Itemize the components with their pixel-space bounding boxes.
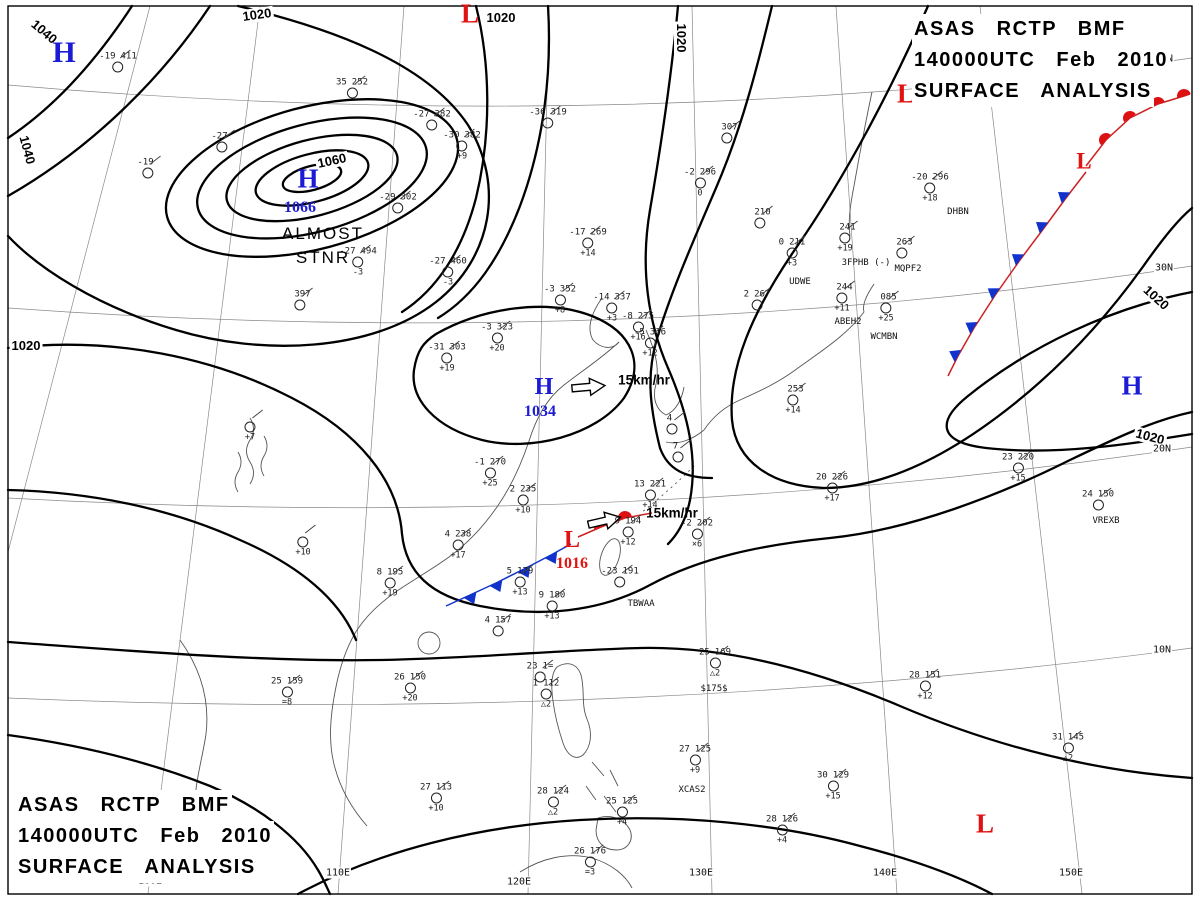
chart-title-top-right: ASAS RCTP BMF 140000UTC Feb 2010 SURFACE… <box>912 14 1200 107</box>
title-line-2: 140000UTC Feb 2010 <box>16 821 275 852</box>
isobar-contours <box>6 4 1194 896</box>
chart-title-bottom-left: ASAS RCTP BMF 140000UTC Feb 2010 SURFACE… <box>16 790 316 883</box>
title-line-3: SURFACE ANALYSIS <box>16 852 258 883</box>
warm-front-line <box>1085 89 1191 167</box>
movement-arrow-icon <box>570 377 607 397</box>
cold-front-line <box>947 171 1087 377</box>
title-line-1: ASAS RCTP BMF <box>912 14 1128 45</box>
title-line-3: SURFACE ANALYSIS <box>912 76 1154 107</box>
title-line-1: ASAS RCTP BMF <box>16 790 232 821</box>
fronts <box>445 89 1191 607</box>
title-line-2: 140000UTC Feb 2010 <box>912 45 1171 76</box>
movement-arrow-icon <box>586 511 622 531</box>
graticule <box>7 5 1193 895</box>
coastlines <box>179 91 875 889</box>
movement-arrows <box>570 377 622 531</box>
high-center-rings <box>164 98 460 258</box>
map-border <box>7 5 1193 895</box>
cold-front-line <box>445 543 572 607</box>
